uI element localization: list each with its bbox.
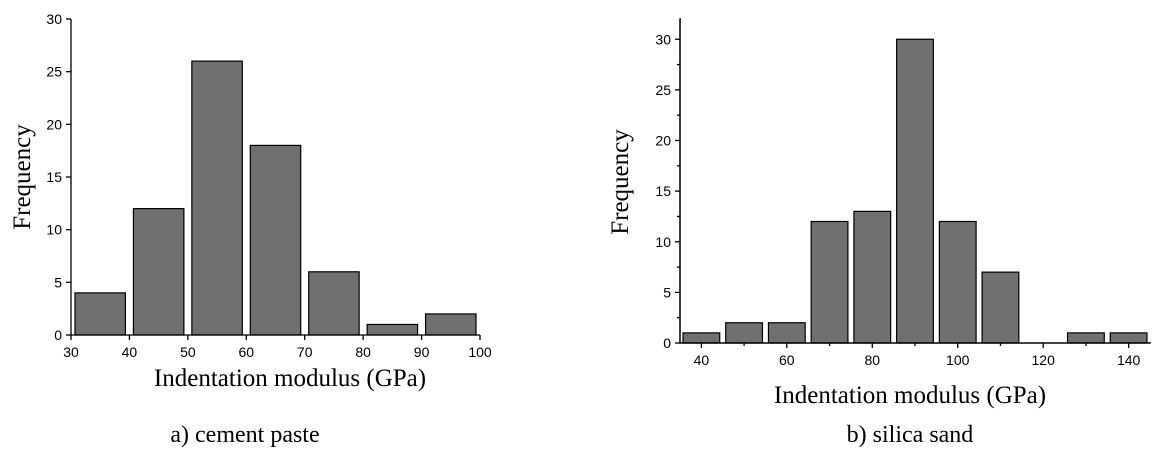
y-tick-label: 20 bbox=[655, 133, 671, 149]
y-tick-label: 20 bbox=[46, 116, 62, 132]
bar-35 bbox=[74, 292, 127, 336]
bar-100 bbox=[938, 220, 977, 344]
bar-90 bbox=[896, 38, 934, 344]
y-tick-label: 10 bbox=[655, 234, 671, 250]
y-tick-label: 10 bbox=[46, 222, 62, 238]
y-tick-label: 5 bbox=[54, 274, 62, 290]
bar-65 bbox=[249, 144, 302, 336]
y-tick-label: 15 bbox=[655, 183, 671, 199]
x-tick-label: 60 bbox=[779, 352, 795, 368]
bar-55 bbox=[191, 60, 243, 336]
bar-95 bbox=[424, 313, 477, 336]
bar-110 bbox=[981, 271, 1020, 344]
x-tick-label: 40 bbox=[694, 352, 710, 368]
y-tick-label: 0 bbox=[663, 335, 671, 351]
x-tick-label: 40 bbox=[122, 344, 138, 360]
x-tick-label: 70 bbox=[297, 344, 313, 360]
panel-caption: a) cement paste bbox=[170, 422, 319, 448]
bar-140 bbox=[1109, 332, 1148, 344]
panel-caption: b) silica sand bbox=[847, 422, 974, 448]
x-tick-label: 90 bbox=[414, 344, 430, 360]
y-tick-label: 5 bbox=[663, 284, 671, 300]
x-tick-label: 80 bbox=[864, 352, 880, 368]
y-axis-label: Frequency bbox=[9, 124, 36, 230]
x-tick-label: 80 bbox=[355, 344, 371, 360]
bar-75 bbox=[308, 271, 360, 336]
bar-80 bbox=[853, 210, 892, 344]
bar-60 bbox=[767, 322, 806, 344]
y-tick-label: 15 bbox=[46, 169, 62, 185]
x-tick-label: 30 bbox=[63, 344, 79, 360]
bar-45 bbox=[132, 208, 185, 336]
x-axis-label: Indentation modulus (GPa) bbox=[154, 365, 426, 392]
y-tick-label: 30 bbox=[655, 31, 671, 47]
x-tick-label: 100 bbox=[946, 352, 970, 368]
chart-silica-sand: 0 5 10 15 20 25 30 40 60 80 100 120 140 Indentation m… bbox=[607, 17, 1152, 448]
y-tick-label: 25 bbox=[655, 82, 671, 98]
y-tick-label: 25 bbox=[46, 64, 62, 80]
y-axis-label: Frequency bbox=[607, 129, 634, 235]
y-tick-label: 30 bbox=[46, 11, 62, 27]
x-tick-label: 100 bbox=[468, 344, 492, 360]
bar-70 bbox=[810, 220, 849, 344]
x-tick-label: 140 bbox=[1117, 352, 1141, 368]
y-tick-label: 0 bbox=[54, 327, 62, 343]
x-tick-label: 50 bbox=[180, 344, 196, 360]
bar-130 bbox=[1066, 332, 1105, 344]
x-tick-label: 120 bbox=[1032, 352, 1056, 368]
x-tick-label: 60 bbox=[238, 344, 254, 360]
bar-50 bbox=[725, 322, 764, 344]
bar-40 bbox=[682, 332, 721, 344]
chart-cement-paste: 0 5 10 15 20 25 30 30 40 50 60 70 80 90 100 Indentation… bbox=[9, 11, 492, 448]
bar-85 bbox=[366, 323, 419, 336]
x-axis-label: Indentation modulus (GPa) bbox=[774, 382, 1046, 409]
